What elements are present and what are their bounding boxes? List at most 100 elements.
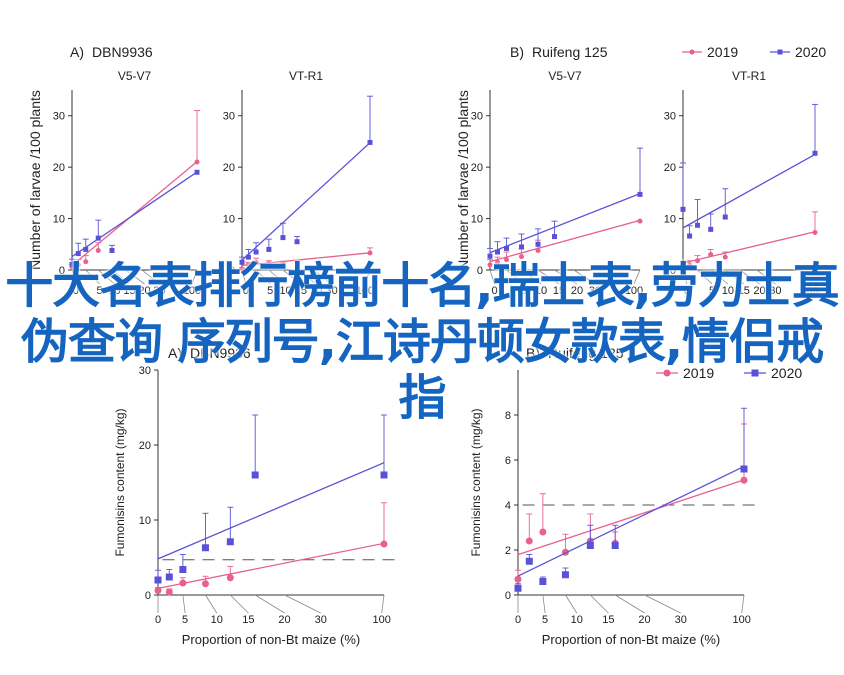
data-point-2019 bbox=[695, 258, 701, 264]
data-point-2020 bbox=[253, 249, 259, 255]
data-point-2020 bbox=[561, 571, 569, 579]
data-point-2020 bbox=[586, 542, 594, 549]
y-tick-label: 0 bbox=[505, 590, 511, 602]
data-point-2019 bbox=[280, 261, 286, 267]
data-point-2020 bbox=[109, 247, 115, 253]
x-tick-label: 5 bbox=[96, 285, 102, 297]
x-tick-leader bbox=[590, 594, 609, 614]
data-point-2019 bbox=[201, 580, 209, 588]
x-tick-label: 10 bbox=[535, 285, 547, 297]
x-tick-label: 100 bbox=[801, 285, 819, 297]
x-tick-leader bbox=[809, 269, 816, 285]
x-tick-label: 20 bbox=[571, 285, 583, 297]
data-point-2020 bbox=[552, 234, 557, 240]
data-point-2020 bbox=[687, 233, 693, 239]
y-tick-label: 0 bbox=[229, 265, 235, 277]
y-tick-label: 20 bbox=[471, 162, 483, 174]
panel-subtitle: VT-R1 bbox=[289, 69, 323, 83]
data-point-2020 bbox=[226, 538, 234, 546]
x-tick-label: 0 bbox=[684, 285, 690, 297]
x-tick-label: 5 bbox=[709, 285, 715, 297]
x-tick-leader bbox=[724, 269, 744, 285]
y-tick-label: 0 bbox=[145, 590, 151, 602]
data-point-2020 bbox=[201, 544, 209, 552]
data-point-2020 bbox=[280, 235, 286, 241]
y-tick-label: 0 bbox=[59, 265, 65, 277]
x-tick-leader bbox=[230, 594, 249, 614]
x-tick-leader bbox=[506, 269, 524, 285]
x-tick-label: 10 bbox=[279, 285, 291, 297]
data-point-2020 bbox=[611, 542, 619, 549]
panel-subtitle: V5-V7 bbox=[548, 69, 582, 83]
data-point-2019 bbox=[75, 262, 81, 268]
series-2020-fit-line bbox=[71, 171, 198, 258]
legend-2020-label: 2020 bbox=[771, 365, 802, 381]
x-tick-label: 30 bbox=[589, 285, 601, 297]
data-point-2020 bbox=[812, 150, 818, 156]
x-tick-leader bbox=[554, 269, 578, 285]
data-point-2019 bbox=[154, 587, 162, 594]
series-2019-fit-line bbox=[682, 231, 816, 264]
data-point-2020 bbox=[266, 246, 272, 252]
series-2019-fit-line bbox=[517, 479, 745, 556]
data-point-2020 bbox=[519, 244, 524, 250]
y-tick-label: 10 bbox=[53, 214, 65, 226]
data-point-2019 bbox=[487, 262, 493, 268]
panel-label: A) bbox=[70, 44, 84, 60]
x-tick-label: 20 bbox=[753, 285, 765, 297]
data-point-2020 bbox=[487, 253, 493, 259]
x-tick-label: 30 bbox=[153, 285, 165, 297]
y-tick-label: 20 bbox=[53, 162, 65, 174]
y-tick-label: 0 bbox=[670, 265, 676, 277]
x-tick-leader bbox=[741, 594, 745, 614]
data-point-2019 bbox=[740, 476, 748, 484]
y-axis-label: Fumonisins content (mg/kg) bbox=[113, 408, 127, 556]
data-point-2019 bbox=[367, 250, 373, 256]
data-point-2020 bbox=[75, 251, 81, 257]
data-point-2019 bbox=[504, 257, 509, 263]
data-point-2019 bbox=[680, 264, 686, 270]
y-tick-label: 0 bbox=[477, 265, 483, 277]
x-tick-leader bbox=[182, 594, 186, 614]
x-tick-leader bbox=[542, 594, 546, 614]
legend-2020-marker bbox=[777, 49, 783, 55]
data-point-2020 bbox=[504, 245, 509, 251]
x-tick-label: 0 bbox=[155, 614, 161, 626]
x-tick-leader bbox=[296, 269, 317, 285]
data-point-2020 bbox=[69, 261, 75, 267]
x-tick-label: 30 bbox=[315, 614, 327, 626]
x-tick-leader bbox=[489, 269, 495, 285]
panel-label: B) bbox=[526, 345, 540, 361]
data-point-2020 bbox=[294, 239, 300, 245]
x-tick-label: 20 bbox=[310, 285, 322, 297]
data-point-2019 bbox=[179, 579, 187, 587]
legend-2020-marker bbox=[751, 369, 759, 377]
panel-subtitle: V5-V7 bbox=[118, 69, 152, 83]
x-tick-leader bbox=[284, 594, 321, 614]
x-tick-label: 100 bbox=[183, 285, 201, 297]
y-tick-label: 20 bbox=[139, 440, 151, 452]
x-tick-label: 15 bbox=[295, 285, 307, 297]
x-tick-label: 5 bbox=[542, 614, 548, 626]
x-tick-leader bbox=[756, 269, 776, 285]
x-tick-leader bbox=[241, 269, 247, 285]
data-point-2019 bbox=[687, 262, 693, 268]
data-point-2020 bbox=[695, 222, 701, 228]
data-point-2019 bbox=[253, 259, 259, 265]
legend-2020-label: 2020 bbox=[795, 44, 826, 60]
x-tick-label: 15 bbox=[242, 614, 254, 626]
x-tick-leader bbox=[191, 269, 198, 285]
data-point-2020 bbox=[165, 573, 173, 581]
x-axis-label: Proportion of non-Bt maize (%) bbox=[542, 632, 720, 647]
x-tick-label: 10 bbox=[108, 285, 120, 297]
data-point-2020 bbox=[535, 241, 541, 247]
x-tick-leader bbox=[710, 269, 729, 285]
x-axis-label: Proportion of non-Bt maize (%) bbox=[182, 632, 360, 647]
data-point-2020 bbox=[708, 226, 714, 232]
x-tick-leader bbox=[97, 269, 115, 285]
panel-label: B) bbox=[510, 44, 524, 60]
x-tick-leader bbox=[644, 594, 681, 614]
x-tick-leader bbox=[682, 269, 688, 285]
data-point-2020 bbox=[680, 206, 686, 212]
x-tick-label: 10 bbox=[571, 614, 583, 626]
